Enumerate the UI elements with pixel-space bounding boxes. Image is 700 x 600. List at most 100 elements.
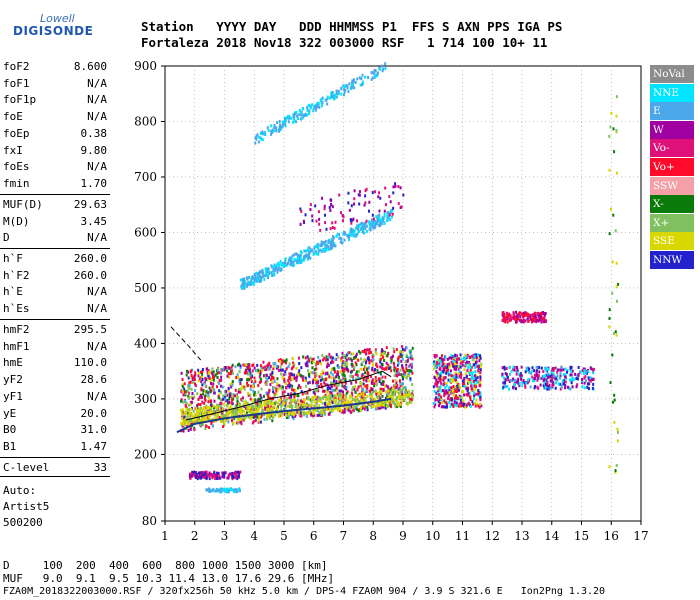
echo-point: [354, 398, 357, 402]
echo-point: [188, 474, 191, 478]
param-name: yF1: [3, 389, 23, 403]
echo-point: [288, 114, 291, 118]
echo-point: [513, 383, 516, 387]
echo-point: [315, 381, 318, 385]
echo-point: [398, 350, 401, 354]
echo-point: [296, 261, 299, 265]
echo-point: [198, 471, 201, 475]
echo-point: [324, 393, 327, 397]
echo-point: [477, 364, 480, 368]
echo-point: [239, 470, 242, 474]
echo-point: [456, 358, 459, 362]
echo-point: [464, 372, 467, 376]
echo-point: [314, 362, 317, 366]
echo-point: [345, 385, 348, 389]
echo-point: [268, 367, 271, 371]
echo-point: [190, 387, 193, 391]
echo-point: [183, 411, 186, 415]
echo-point: [468, 371, 471, 375]
echo-point: [254, 398, 257, 402]
echo-point: [365, 224, 368, 228]
echo-point: [257, 368, 260, 372]
echo-point: [257, 403, 260, 407]
echo-point: [188, 411, 191, 415]
echo-point: [397, 401, 400, 405]
echo-point: [191, 395, 194, 399]
echo-point: [206, 416, 209, 420]
echo-point: [320, 400, 323, 404]
echo-point: [371, 404, 374, 408]
echo-point: [216, 476, 219, 480]
echo-point: [199, 403, 202, 407]
echo-point: [349, 400, 352, 404]
echo-point: [190, 474, 193, 478]
echo-point: [345, 397, 348, 401]
echo-point: [379, 360, 382, 364]
echo-point: [236, 363, 239, 367]
echo-point: [231, 398, 234, 402]
echo-point: [613, 393, 616, 397]
echo-point: [474, 404, 477, 408]
echo-point: [538, 316, 541, 320]
echo-point: [368, 221, 371, 225]
trace-line: [185, 370, 392, 421]
echo-point: [477, 392, 480, 396]
echo-point: [519, 372, 522, 376]
echo-point: [462, 402, 465, 406]
echo-point: [401, 365, 404, 369]
echo-point: [373, 224, 376, 228]
echo-point: [462, 389, 465, 393]
echo-point: [396, 399, 399, 403]
echo-point: [381, 366, 384, 370]
echo-point: [346, 233, 349, 237]
echo-point: [465, 363, 468, 367]
echo-point: [248, 378, 251, 382]
echo-point: [371, 363, 374, 367]
echo-point: [381, 216, 384, 220]
echo-point: [298, 384, 301, 388]
echo-point: [229, 383, 232, 387]
echo-point: [400, 354, 403, 358]
echo-point: [259, 369, 262, 373]
echo-point: [220, 487, 223, 491]
echo-point: [452, 391, 455, 395]
echo-point: [351, 388, 354, 392]
echo-point: [285, 399, 288, 403]
echo-point: [331, 95, 334, 99]
echo-point: [585, 371, 588, 375]
echo-point: [374, 69, 377, 73]
echo-point: [248, 365, 251, 369]
echo-point: [615, 261, 618, 265]
echo-point: [521, 319, 524, 323]
echo-point: [320, 375, 323, 379]
echo-point: [473, 384, 476, 388]
echo-point: [558, 382, 561, 386]
echo-point: [614, 470, 617, 474]
param-row: fxI 9.80: [3, 144, 107, 161]
echo-point: [270, 402, 273, 406]
echo-point: [186, 389, 189, 393]
echo-point: [342, 215, 345, 219]
echo-point: [410, 354, 413, 358]
echo-point: [363, 404, 366, 408]
echo-point: [256, 275, 259, 279]
echo-point: [346, 351, 349, 355]
echo-point: [204, 376, 207, 380]
echo-point: [339, 211, 342, 215]
echo-point: [279, 259, 282, 263]
echo-point: [371, 213, 374, 217]
echo-point: [545, 373, 548, 377]
echo-point: [395, 396, 398, 400]
echo-point: [471, 402, 474, 406]
echo-point: [351, 377, 354, 381]
echo-point: [397, 396, 400, 400]
echo-point: [382, 355, 385, 359]
echo-point: [608, 316, 611, 320]
echo-point: [277, 359, 280, 363]
echo-point: [292, 260, 295, 264]
echo-point: [247, 405, 250, 409]
echo-point: [186, 408, 189, 412]
echo-point: [582, 367, 585, 371]
echo-point: [183, 387, 186, 391]
echo-point: [351, 84, 354, 88]
